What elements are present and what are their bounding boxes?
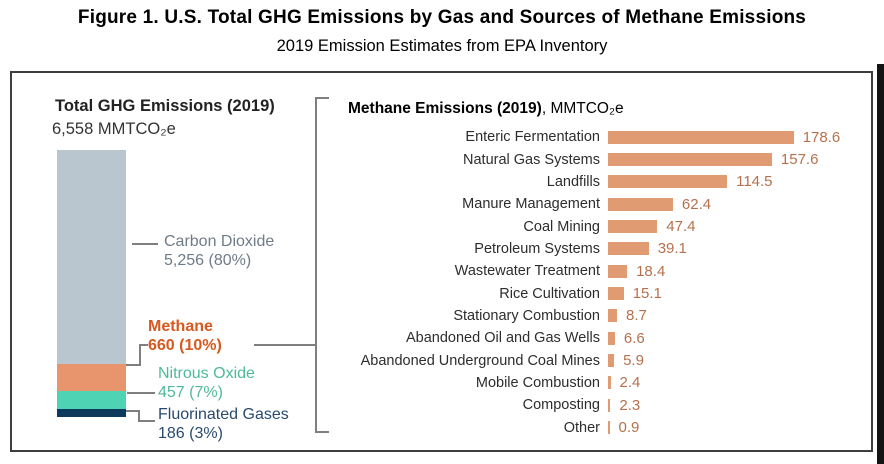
connector-carbon-dioxide	[132, 243, 158, 245]
gas-name-carbon-dioxide: Carbon Dioxide	[164, 233, 275, 250]
methane-source-bar	[608, 197, 673, 211]
methane-source-label: Petroleum Systems	[474, 240, 600, 257]
methane-source-label: Stationary Combustion	[453, 307, 600, 324]
connector-methane-vertical	[139, 344, 141, 366]
methane-bracket-vertical	[315, 97, 317, 433]
methane-panel-title: Methane Emissions (2019), MMTCO₂e	[348, 100, 624, 118]
gas-name-fluorinated-gases: Fluorinated Gases	[158, 406, 289, 423]
gas-name-methane: Methane	[148, 318, 213, 335]
methane-bracket-top	[315, 97, 329, 99]
methane-source-row: Mobile Combustion 2.4	[330, 372, 873, 394]
methane-source-value: 8.7	[626, 307, 647, 325]
methane-source-row: Natural Gas Systems 157.6	[330, 148, 873, 170]
methane-source-value: 0.9	[618, 419, 640, 437]
connector-methane-label	[139, 344, 148, 346]
methane-source-bar	[608, 331, 615, 345]
methane-source-bar	[608, 309, 617, 323]
connector-methane-to-bracket	[254, 344, 316, 346]
methane-source-value: 2.4	[619, 374, 641, 392]
methane-source-row: Enteric Fermentation 178.6	[330, 126, 873, 148]
gas-value-carbon-dioxide: 5,256 (80%)	[164, 251, 252, 269]
label-fluorinated-gases: Fluorinated Gases 186 (3%)	[158, 406, 289, 444]
methane-source-label: Composting	[522, 397, 600, 414]
methane-source-row: Abandoned Oil and Gas Wells 6.6	[330, 327, 873, 349]
methane-source-bar	[608, 242, 649, 256]
methane-source-value: 157.6	[780, 151, 819, 169]
gas-value-methane: 660 (10%)	[148, 336, 222, 354]
gas-value-nitrous-oxide: 457 (7%)	[158, 383, 223, 401]
methane-source-label: Manure Management	[462, 196, 600, 213]
methane-source-label: Landfills	[546, 173, 600, 190]
total-ghg-value: 6,558 MMTCO₂e	[52, 120, 176, 138]
methane-source-row: Landfills 114.5	[330, 171, 873, 193]
methane-source-value: 2.3	[619, 396, 641, 414]
methane-source-bar	[608, 175, 728, 189]
methane-source-value: 47.4	[666, 218, 696, 236]
methane-source-value: 39.1	[657, 240, 687, 258]
methane-panel-title-bold: Methane Emissions (2019)	[348, 100, 542, 117]
methane-panel-title-units: , MMTCO₂e	[541, 100, 624, 117]
methane-source-row: Rice Cultivation 15.1	[330, 282, 873, 304]
methane-source-label: Coal Mining	[523, 218, 600, 235]
connector-fgas-seg	[126, 410, 140, 412]
methane-source-label: Mobile Combustion	[475, 374, 600, 391]
methane-source-bar	[608, 264, 628, 278]
right-edge-shadow	[877, 64, 884, 464]
stack-segment-fluorinated-gases	[57, 409, 126, 418]
methane-source-value: 178.6	[802, 128, 841, 146]
stack-segment-methane	[57, 364, 126, 391]
methane-source-row: Composting 2.3	[330, 394, 873, 416]
methane-source-value: 5.9	[623, 352, 644, 370]
methane-source-value: 6.6	[623, 329, 645, 347]
methane-source-list: Enteric Fermentation 178.6 Natural Gas S…	[330, 126, 873, 439]
methane-source-row: Manure Management 62.4	[330, 193, 873, 215]
methane-source-label: Enteric Fermentation	[465, 129, 600, 146]
methane-source-value: 62.4	[681, 195, 712, 213]
methane-source-row: Petroleum Systems 39.1	[330, 238, 873, 260]
total-ghg-title: Total GHG Emissions (2019)	[55, 97, 275, 115]
methane-source-value: 15.1	[632, 285, 662, 303]
figure-subtitle: 2019 Emission Estimates from EPA Invento…	[276, 37, 608, 55]
methane-source-label: Abandoned Oil and Gas Wells	[406, 330, 600, 347]
methane-source-label: Abandoned Underground Coal Mines	[360, 352, 600, 369]
methane-source-bar	[608, 398, 611, 412]
label-methane: Methane 660 (10%)	[148, 318, 222, 356]
methane-source-row: Abandoned Underground Coal Mines 5.9	[330, 349, 873, 371]
label-carbon-dioxide: Carbon Dioxide 5,256 (80%)	[164, 233, 274, 271]
stacked-bar	[57, 150, 126, 418]
methane-source-bar	[608, 354, 615, 368]
methane-source-row: Wastewater Treatment 18.4	[330, 260, 873, 282]
connector-nitrous-oxide	[127, 392, 155, 394]
methane-source-row: Other 0.9	[330, 416, 873, 438]
methane-source-bar	[608, 153, 772, 167]
stack-segment-nitrous-oxide	[57, 390, 126, 410]
figure-title: Figure 1. U.S. Total GHG Emissions by Ga…	[77, 7, 807, 28]
stack-segment-carbon-dioxide	[57, 150, 126, 364]
methane-source-bar	[608, 421, 610, 435]
methane-source-bar	[608, 287, 624, 301]
connector-fgas-label	[138, 420, 155, 422]
methane-source-bar	[608, 220, 658, 234]
methane-source-label: Wastewater Treatment	[454, 263, 600, 280]
label-nitrous-oxide: Nitrous Oxide 457 (7%)	[158, 365, 255, 403]
connector-fgas-vertical	[138, 410, 140, 422]
methane-source-bar	[608, 376, 611, 390]
methane-source-label: Other	[563, 419, 600, 436]
methane-source-label: Natural Gas Systems	[463, 151, 600, 168]
methane-source-value: 18.4	[636, 262, 666, 280]
connector-methane-seg	[126, 364, 141, 366]
methane-source-row: Coal Mining 47.4	[330, 215, 873, 237]
methane-source-value: 114.5	[736, 173, 773, 191]
gas-value-fluorinated-gases: 186 (3%)	[158, 424, 223, 442]
methane-source-label: Rice Cultivation	[499, 285, 600, 302]
methane-source-row: Stationary Combustion 8.7	[330, 305, 873, 327]
methane-bracket-bottom	[315, 431, 329, 433]
gas-name-nitrous-oxide: Nitrous Oxide	[158, 365, 255, 382]
methane-source-bar	[608, 130, 794, 144]
